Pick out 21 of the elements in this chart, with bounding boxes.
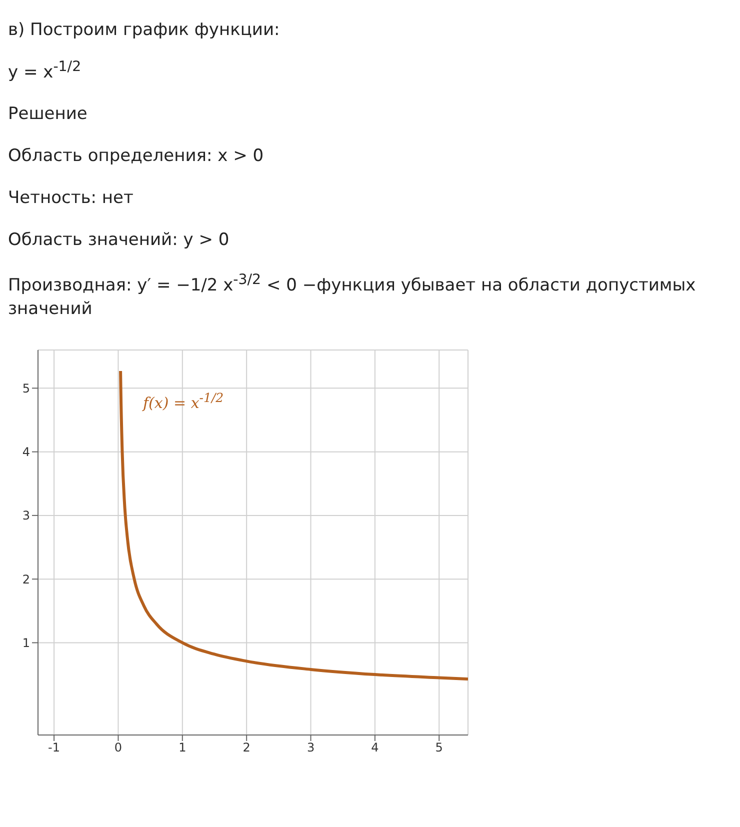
y-tick-label: 5 (22, 381, 30, 396)
text: y = x$^{-1/2}$ (8, 58, 82, 85)
y-tick-label: 4 (22, 444, 30, 459)
x-tick-label: 4 (371, 740, 379, 754)
y-tick-label: 3 (22, 508, 30, 523)
x-tick-label: 0 (114, 740, 122, 754)
y-tick-label: 1 (22, 636, 30, 650)
text: Четность: нет (8, 187, 134, 210)
line-series (119, 369, 468, 680)
x-tick-label: 2 (242, 740, 250, 754)
x-tick-label: 5 (435, 740, 443, 754)
series-label: f(x) = x$^{-1/2}$ (143, 390, 224, 412)
x-tick-label: 3 (306, 740, 315, 754)
text: Область определения: x > 0 (8, 145, 265, 168)
x-tick-label: 1 (178, 740, 186, 754)
text: Решение (8, 103, 88, 126)
text: Производная: y′ = −1/2 x$^{-3/2}$ < 0 −функция убывает на области допустимых значений (8, 272, 696, 320)
chart-title: в) Построим график функции: (8, 20, 281, 40)
text: Область значений: y > 0 (8, 228, 230, 252)
y-tick-label: 2 (22, 572, 30, 586)
x-tick-label: -1 (48, 740, 60, 754)
